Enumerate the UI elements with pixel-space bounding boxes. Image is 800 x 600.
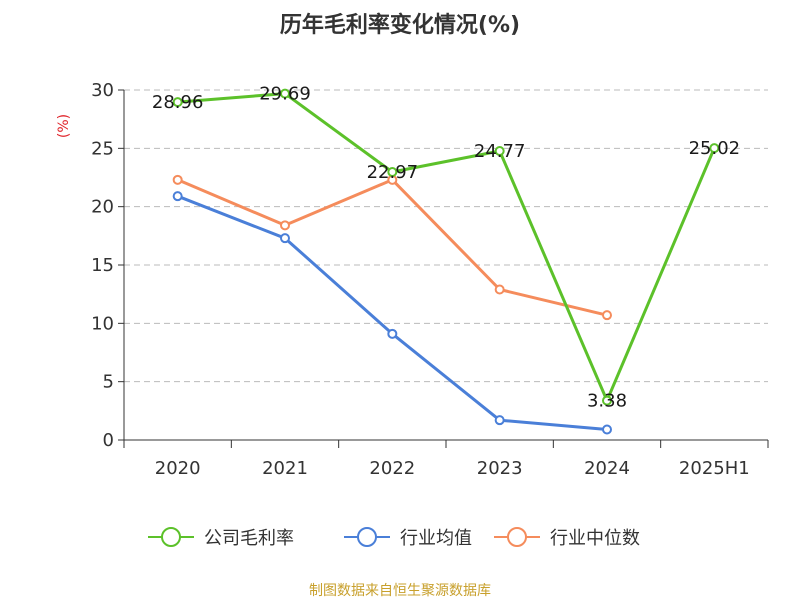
x-tick-label: 2025H1	[679, 458, 750, 479]
data-point	[387, 167, 398, 178]
y-tick-label: 15	[91, 255, 114, 276]
data-point	[280, 220, 290, 231]
data-labels: 28.96 29.69 22.97 24.77 3.38 25.02	[152, 84, 740, 412]
legend-label: 行业中位数	[550, 528, 640, 549]
data-point	[280, 88, 290, 99]
legend-swatch-marker	[161, 527, 181, 547]
data-label: 3.38	[587, 391, 627, 412]
data-point	[494, 146, 505, 157]
data-label: 28.96	[152, 92, 204, 113]
data-label: 24.77	[474, 141, 526, 162]
data-point	[172, 97, 183, 108]
legend-label: 公司毛利率	[204, 528, 294, 549]
y-tick-label: 0	[103, 430, 114, 451]
series-line	[177, 194, 608, 431]
x-tick-label: 2022	[369, 458, 415, 479]
chart-title: 历年毛利率变化情况(%)	[280, 12, 520, 38]
data-point	[172, 191, 183, 202]
x-tick-label: 2021	[262, 458, 308, 479]
axes: 0 5 10 15 20 25 30 2020 2021 2022 2023 2024 2025H1	[91, 80, 769, 479]
y-tick-label: 10	[91, 313, 114, 334]
data-label: 22.97	[367, 162, 419, 183]
grid-lines	[124, 89, 768, 383]
data-point	[494, 284, 505, 295]
y-axis-label: (%)	[56, 114, 72, 138]
data-label: 25.02	[689, 138, 741, 159]
legend-swatch-marker	[357, 527, 377, 547]
data-point	[494, 415, 505, 426]
series-lines	[172, 88, 720, 435]
data-point	[602, 310, 612, 321]
y-tick-label: 30	[91, 80, 114, 101]
x-tick-label: 2024	[584, 458, 630, 479]
data-point	[172, 174, 183, 185]
data-point	[602, 424, 612, 435]
source-note: 制图数据来自恒生聚源数据库	[309, 583, 491, 599]
legend-item: 行业中位数	[494, 527, 640, 549]
data-point	[709, 143, 720, 154]
legend-item: 行业均值	[344, 527, 472, 549]
legend-item: 公司毛利率	[148, 527, 294, 549]
series-line	[177, 92, 716, 403]
data-point	[280, 233, 290, 244]
legend-swatch-marker	[507, 527, 527, 547]
y-tick-label: 20	[91, 197, 114, 218]
legend: 公司毛利率 行业均值 行业中位数	[148, 527, 640, 549]
legend-label: 行业均值	[400, 528, 472, 549]
data-label: 29.69	[259, 84, 311, 105]
x-tick-label: 2020	[155, 458, 201, 479]
data-point	[602, 395, 612, 406]
data-point	[387, 328, 398, 339]
x-tick-label: 2023	[477, 458, 523, 479]
y-tick-label: 25	[91, 138, 114, 159]
y-tick-label: 5	[103, 372, 114, 393]
